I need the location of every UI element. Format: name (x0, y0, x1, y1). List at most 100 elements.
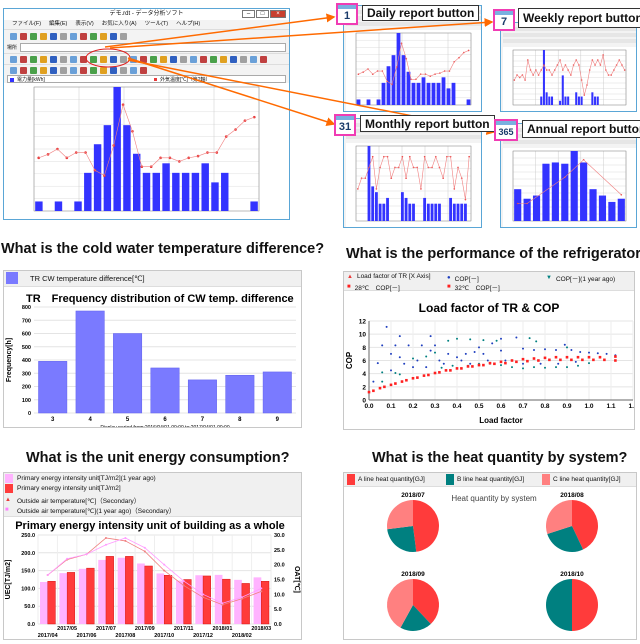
toolbar-icon[interactable] (60, 55, 67, 63)
scatter-point (554, 355, 558, 359)
toolbar-icon[interactable] (10, 32, 17, 40)
toolbar-icon[interactable] (140, 55, 147, 63)
toolbar-icon[interactable] (20, 66, 27, 74)
toolbar-icon[interactable] (150, 55, 157, 63)
toolbar-icon[interactable] (120, 32, 127, 40)
maximize-button[interactable]: □ (256, 10, 269, 18)
toolbar-icon[interactable] (100, 32, 107, 40)
scatter-point (372, 389, 375, 393)
toolbar-icon[interactable] (100, 66, 107, 74)
menu-favorites[interactable]: お気に入り(A) (101, 21, 137, 27)
scatter-point (367, 390, 371, 394)
scatter-point (438, 371, 441, 374)
toolbar-icon[interactable] (40, 32, 47, 40)
toolbar-icon[interactable] (80, 55, 87, 63)
bar (617, 198, 625, 221)
toolbar-icon[interactable] (120, 55, 127, 63)
toolbar-icon[interactable] (90, 55, 97, 63)
toolbar-icon[interactable] (160, 55, 167, 63)
toolbar-icon[interactable] (170, 55, 177, 63)
toolbar-icon[interactable] (30, 32, 37, 40)
display-period: Display period from:2016/04/01 00:00 to:… (100, 425, 229, 427)
weekly-report-button[interactable]: 7 (493, 9, 515, 31)
toolbar-icon[interactable] (30, 66, 37, 74)
toolbar-icon[interactable] (110, 32, 117, 40)
toolbar-icon[interactable] (250, 55, 257, 63)
toolbar-icon[interactable] (70, 66, 77, 74)
y-axis-label: Frequency[h] (6, 338, 13, 382)
toolbar-icon[interactable] (240, 55, 247, 63)
bar (172, 172, 180, 211)
toolbar-icon[interactable] (30, 55, 37, 63)
bar (371, 186, 375, 221)
toolbar-icon[interactable] (90, 32, 97, 40)
toolbar-icon[interactable] (50, 66, 57, 74)
toolbar-icon[interactable] (60, 66, 67, 74)
bar (591, 92, 594, 105)
toolbar-icon[interactable] (130, 55, 137, 63)
bar (412, 203, 415, 221)
toolbar-icon[interactable] (140, 66, 147, 74)
scatter-point (555, 348, 557, 351)
annual-report-button[interactable]: 365 (494, 119, 518, 141)
toolbar-icon[interactable] (70, 32, 77, 40)
bar (561, 163, 569, 221)
x-tick-label: 0.5 (474, 403, 483, 410)
uec-panel: Primary energy intensity unit[TJ/m2](1 y… (3, 472, 302, 640)
toolbar-main (4, 29, 289, 42)
toolbar-icon[interactable] (70, 55, 77, 63)
oat-point (163, 569, 166, 572)
toolbar-icon[interactable] (50, 32, 57, 40)
toolbar-icon[interactable] (40, 66, 47, 74)
toolbar-icon[interactable] (80, 32, 87, 40)
menu-file[interactable]: ファイル(F) (12, 21, 42, 27)
scatter-point (400, 380, 404, 383)
toolbar-icon[interactable] (190, 55, 197, 63)
toolbar-icon[interactable] (100, 55, 107, 63)
y-tick-label: 150.0 (21, 569, 35, 575)
toolbar-icon[interactable] (120, 66, 127, 74)
toolbar-icon[interactable] (110, 66, 117, 74)
toolbar-icon[interactable] (10, 55, 17, 63)
toolbar-icon[interactable] (60, 32, 67, 40)
toolbar-icon[interactable] (180, 55, 187, 63)
pie-slice (547, 526, 584, 552)
scatter-point (565, 355, 569, 359)
minimize-button[interactable]: – (242, 10, 255, 18)
toolbar-icon[interactable] (80, 66, 87, 74)
menu-view[interactable]: 表示(V) (75, 21, 94, 27)
menu-help[interactable]: ヘルプ(H) (176, 21, 201, 27)
scatter-point (588, 362, 590, 365)
bar (250, 201, 258, 211)
x-tick-label: 1.1 (606, 403, 615, 410)
scatter-point (398, 373, 401, 376)
toolbar-icon[interactable] (40, 55, 47, 63)
toolbar-icon[interactable] (10, 66, 17, 74)
toolbar-icon[interactable] (90, 66, 97, 74)
toolbar-icon[interactable] (20, 32, 27, 40)
toolbar-icon[interactable] (210, 55, 217, 63)
bar (545, 92, 548, 105)
toolbar-icon[interactable] (130, 66, 137, 74)
address-input[interactable] (20, 43, 286, 52)
cop-panel: ▲ Load factor of TR [X Axis] ● COP[－] ▼ COP… (343, 271, 635, 430)
monthly-report-button[interactable]: 31 (334, 114, 356, 136)
menu-tools[interactable]: ツール(T) (144, 21, 169, 27)
scatter-point (500, 364, 502, 367)
scatter-point (411, 376, 415, 380)
toolbar-icon[interactable] (20, 55, 27, 63)
x-axis-label: Load factor (479, 416, 523, 425)
y2-tick-label: 20.0 (274, 563, 285, 569)
toolbar-icon[interactable] (230, 55, 237, 63)
daily-report-button[interactable]: 1 (336, 3, 358, 25)
legend-item-b: B line heat quantity[GJ] (446, 474, 524, 485)
scatter-point (511, 366, 513, 369)
toolbar-icon[interactable] (260, 55, 267, 63)
scatter-point (390, 369, 392, 372)
toolbar-icon[interactable] (220, 55, 227, 63)
toolbar-icon[interactable] (200, 55, 207, 63)
close-button[interactable]: × (270, 10, 286, 18)
toolbar-icon[interactable] (50, 55, 57, 63)
toolbar-icon[interactable] (110, 55, 117, 63)
menu-edit[interactable]: 編集(E) (49, 21, 68, 27)
